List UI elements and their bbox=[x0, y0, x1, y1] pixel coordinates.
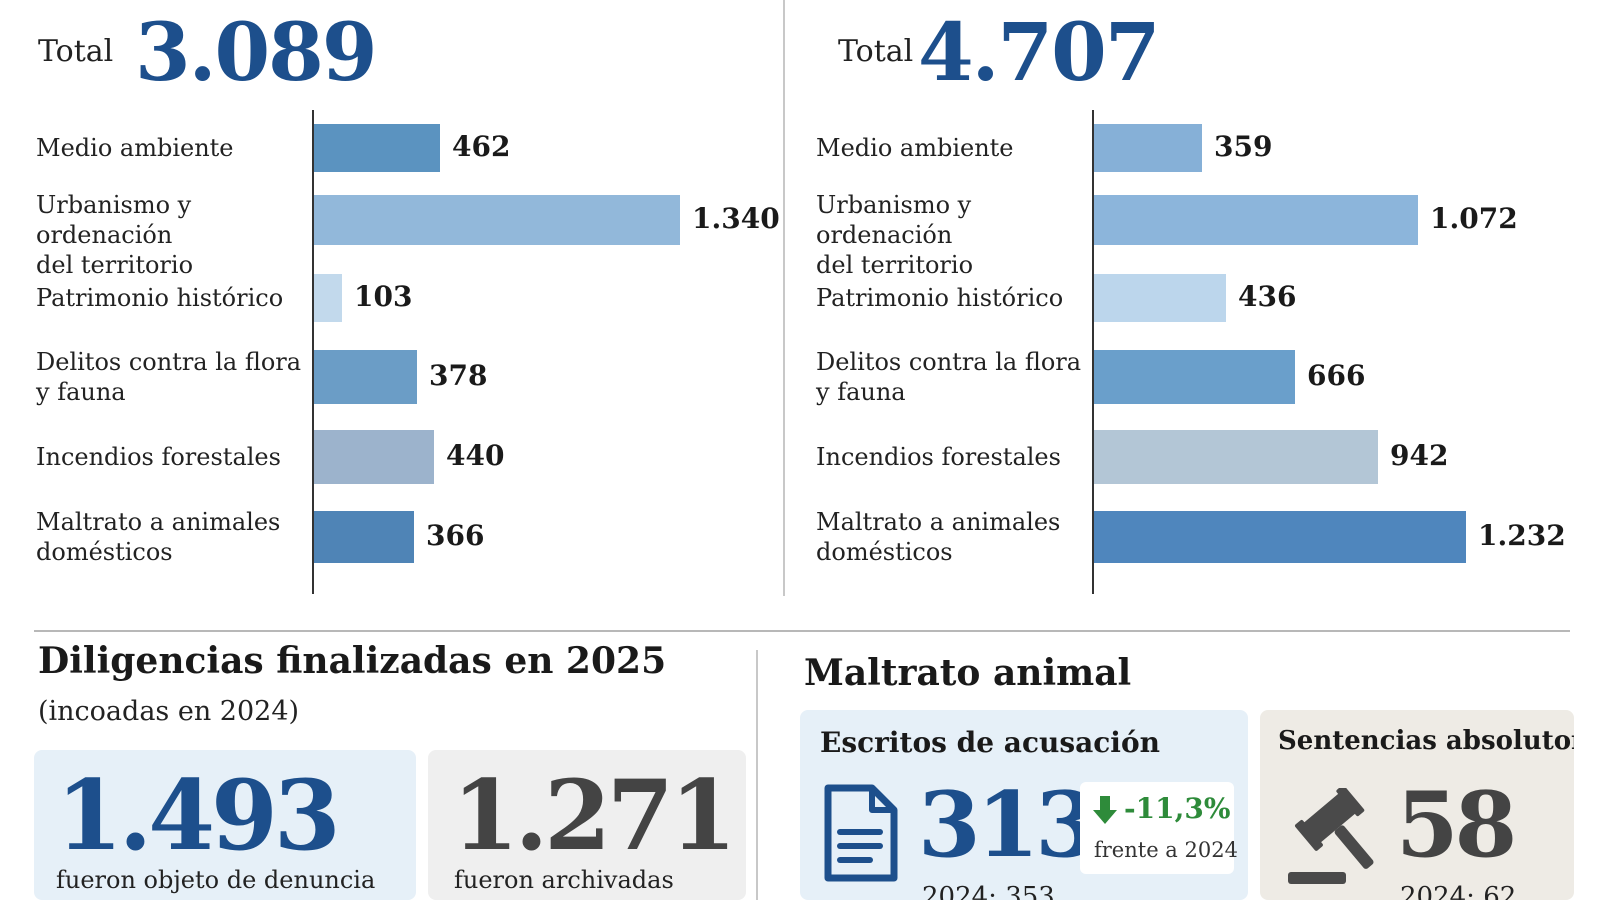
category-label-line: Incendios forestales bbox=[816, 443, 1061, 471]
bar bbox=[1094, 124, 1202, 172]
category-label: Medio ambiente bbox=[36, 133, 306, 163]
total-label: Total bbox=[38, 34, 114, 69]
arrow-down-icon bbox=[1093, 796, 1117, 824]
bar bbox=[314, 124, 440, 172]
category-label-line: Urbanismo y ordenación bbox=[36, 191, 192, 249]
bar bbox=[1094, 195, 1418, 245]
category-label: Delitos contra la flora y fauna bbox=[816, 347, 1086, 407]
bar bbox=[1094, 430, 1378, 484]
maltrato-title: Maltrato animal bbox=[804, 652, 1132, 694]
bar-value-label: 378 bbox=[429, 359, 488, 392]
acusacion-heading: Escritos de acusación bbox=[820, 726, 1160, 759]
category-label: Patrimonio histórico bbox=[36, 283, 306, 313]
bar-value-label: 359 bbox=[1214, 130, 1273, 163]
axis-line bbox=[1092, 110, 1094, 594]
bar-value-label: 103 bbox=[354, 280, 413, 313]
chart-panel-left: Total 3.089 Medio ambiente 462 Urbanismo y… bbox=[0, 0, 800, 600]
bar bbox=[314, 350, 417, 404]
denunciadas-value: 1.493 bbox=[56, 759, 341, 872]
category-label-line: Medio ambiente bbox=[36, 134, 234, 162]
diligencias-title: Diligencias finalizadas en 2025 bbox=[38, 640, 667, 682]
bar-value-label: 366 bbox=[426, 519, 485, 552]
bar bbox=[314, 430, 434, 484]
bar-value-label: 440 bbox=[446, 439, 505, 472]
category-label-line: Patrimonio histórico bbox=[816, 284, 1064, 312]
category-label-line: domésticos bbox=[816, 538, 953, 566]
category-label: Maltrato a animales domésticos bbox=[816, 507, 1086, 567]
bar bbox=[314, 511, 414, 563]
category-label-line: del territorio bbox=[36, 251, 194, 279]
bar-value-label: 1.340 bbox=[692, 202, 780, 235]
total-value: 3.089 bbox=[135, 5, 378, 99]
category-label-line: y fauna bbox=[36, 378, 126, 406]
category-label-line: Maltrato a animales bbox=[816, 508, 1061, 536]
acusacion-prev-year: 2024: 353 bbox=[922, 882, 1055, 900]
total-label: Total bbox=[838, 34, 914, 69]
bar-value-label: 462 bbox=[452, 130, 511, 163]
category-label-line: Delitos contra la flora bbox=[36, 348, 302, 376]
category-label: Medio ambiente bbox=[816, 133, 1086, 163]
bar bbox=[314, 195, 680, 245]
category-label: Incendios forestales bbox=[816, 442, 1086, 472]
category-label-line: domésticos bbox=[36, 538, 173, 566]
category-label-line: Patrimonio histórico bbox=[36, 284, 284, 312]
category-label: Urbanismo y ordenación del territorio bbox=[816, 190, 1086, 280]
bar bbox=[314, 274, 342, 322]
change-box: -11,3% frente a 2024 bbox=[1080, 782, 1238, 874]
category-label: Maltrato a animales domésticos bbox=[36, 507, 306, 567]
bar bbox=[1094, 350, 1295, 404]
acusacion-value: 313 bbox=[918, 772, 1098, 878]
category-label-line: Urbanismo y ordenación bbox=[816, 191, 972, 249]
category-label-line: Medio ambiente bbox=[816, 134, 1014, 162]
archivadas-card: 1.271 fueron archivadas bbox=[428, 750, 746, 900]
bar-value-label: 666 bbox=[1307, 359, 1366, 392]
total-value: 4.707 bbox=[918, 5, 1161, 99]
absolutorias-value: 58 bbox=[1396, 772, 1517, 878]
change-value: -11,3% bbox=[1124, 792, 1231, 825]
bar-value-label: 1.072 bbox=[1430, 202, 1518, 235]
bar-value-label: 436 bbox=[1238, 280, 1297, 313]
bar-value-label: 1.232 bbox=[1478, 519, 1566, 552]
bottom-divider bbox=[756, 650, 758, 900]
diligencias-subtitle: (incoadas en 2024) bbox=[38, 696, 300, 727]
gavel-icon bbox=[1288, 788, 1374, 884]
acusacion-card: Escritos de acusación 313 -11,3% frente … bbox=[800, 710, 1248, 900]
bar bbox=[1094, 274, 1226, 322]
category-label-line: Incendios forestales bbox=[36, 443, 281, 471]
category-label: Patrimonio histórico bbox=[816, 283, 1086, 313]
archivadas-value: 1.271 bbox=[452, 759, 737, 872]
absolutorias-prev-year: 2024: 62 bbox=[1400, 882, 1517, 900]
document-icon bbox=[824, 784, 898, 882]
panel-divider bbox=[783, 0, 785, 596]
category-label-line: del territorio bbox=[816, 251, 974, 279]
change-note: frente a 2024 bbox=[1094, 838, 1238, 862]
absolutorias-card: Sentencias absolutorias 58 2024: 62 bbox=[1260, 710, 1574, 900]
axis-line bbox=[312, 110, 314, 594]
bar bbox=[1094, 511, 1466, 563]
archivadas-text: fueron archivadas bbox=[454, 866, 674, 894]
category-label: Delitos contra la flora y fauna bbox=[36, 347, 306, 407]
denunciadas-card: 1.493 fueron objeto de denuncia bbox=[34, 750, 416, 900]
category-label-line: Delitos contra la flora bbox=[816, 348, 1082, 376]
denunciadas-text: fueron objeto de denuncia bbox=[56, 866, 376, 894]
category-label-line: y fauna bbox=[816, 378, 906, 406]
category-label-line: Maltrato a animales bbox=[36, 508, 281, 536]
absolutorias-heading: Sentencias absolutorias bbox=[1278, 726, 1574, 756]
chart-panel-right: Total 4.707 Medio ambiente 359 Urbanismo y… bbox=[800, 0, 1600, 600]
section-divider bbox=[34, 630, 1570, 632]
category-label: Urbanismo y ordenación del territorio bbox=[36, 190, 306, 280]
bar-value-label: 942 bbox=[1390, 439, 1449, 472]
category-label: Incendios forestales bbox=[36, 442, 306, 472]
